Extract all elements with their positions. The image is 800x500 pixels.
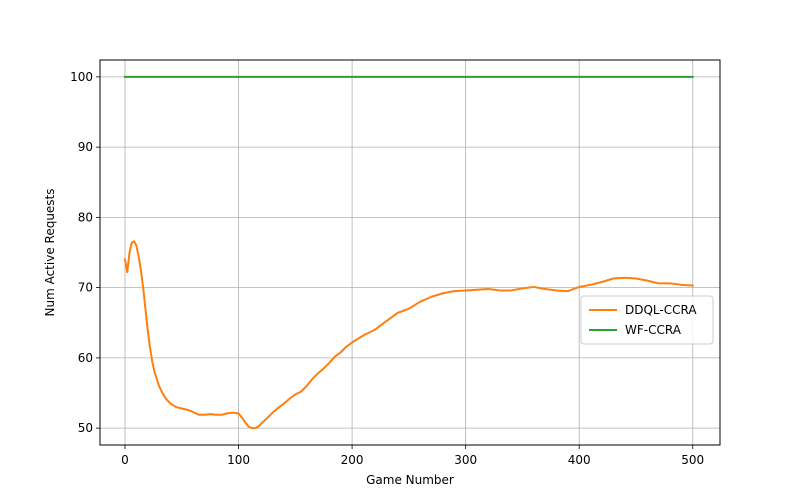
y-axis-ticks: 50 60 70 80 90 100 [70,70,100,435]
series-layer [123,75,694,430]
legend-label-ddql-ccra: DDQL-CCRA [625,303,697,317]
x-tick-label: 500 [681,453,704,467]
y-tick-label: 100 [70,70,93,84]
x-tick-label: 400 [568,453,591,467]
y-tick-label: 70 [78,281,93,295]
y-tick-label: 50 [78,421,93,435]
y-tick-label: 80 [78,210,93,224]
x-axis-label: Game Number [366,473,454,487]
y-axis-label: Num Active Requests [43,188,57,316]
y-tick-label: 60 [78,351,93,365]
legend: DDQL-CCRA WF-CCRA [580,295,714,345]
series-line-ddql-ccra [123,240,694,430]
x-axis-ticks: 0 100 200 300 400 500 [121,445,704,467]
x-tick-label: 100 [227,453,250,467]
x-tick-label: 200 [341,453,364,467]
y-tick-label: 90 [78,140,93,154]
x-tick-label: 0 [121,453,129,467]
legend-label-wf-ccra: WF-CCRA [625,323,682,337]
legend-box [580,295,714,345]
plot-area-frame [99,59,721,446]
x-tick-label: 300 [454,453,477,467]
